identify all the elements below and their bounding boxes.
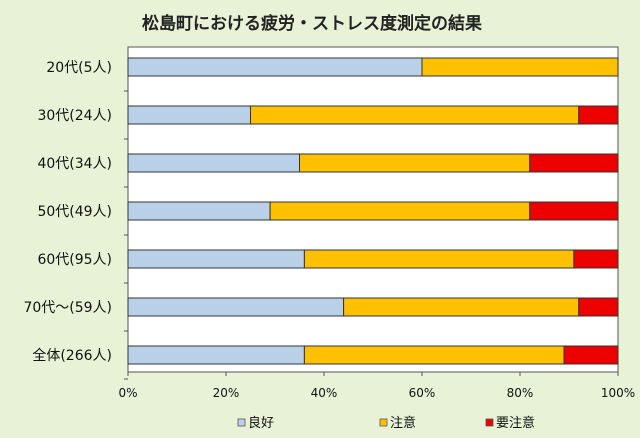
bar-segment-2-2	[529, 153, 619, 173]
x-tick-label-0: 0%	[118, 386, 137, 400]
bar-segment-0-4	[127, 249, 305, 269]
bars-group	[127, 46, 619, 373]
legend-label-0: 良好	[248, 415, 274, 431]
x-tick-label-4: 80%	[507, 386, 534, 400]
bar-segment-0-6	[127, 345, 305, 365]
bar-segment-0-0	[127, 57, 423, 77]
bar-segment-0-2	[127, 153, 300, 173]
legend: 良好 注意 要注意	[237, 415, 535, 431]
bar-segment-2-3	[529, 201, 619, 221]
x-tick-label-1: 20%	[213, 386, 240, 400]
category-label-4: 60代(95人)	[37, 252, 112, 268]
bar-segment-0-5	[127, 297, 345, 317]
bar-segment-1-1	[250, 105, 580, 125]
category-label-1: 30代(24人)	[37, 108, 112, 124]
category-label-6: 全体(266人)	[32, 347, 112, 364]
bar-segment-2-1	[578, 105, 619, 125]
bar-segment-1-0	[421, 57, 619, 77]
bar-segment-1-6	[303, 345, 565, 365]
legend-swatch-2	[485, 418, 494, 427]
category-label-2: 40代(34人)	[37, 156, 112, 172]
bar-segment-1-3	[269, 201, 531, 221]
bar-segment-2-4	[573, 249, 619, 269]
category-label-0: 20代(5人)	[46, 60, 112, 76]
legend-swatch-1	[379, 418, 388, 427]
category-label-3: 50代(49人)	[37, 204, 112, 220]
bar-segment-0-1	[127, 105, 251, 125]
bar-segment-1-2	[299, 153, 531, 173]
bar-segment-1-4	[303, 249, 575, 269]
bar-segment-0-3	[127, 201, 271, 221]
x-tick-label-5: 100%	[601, 386, 635, 400]
chart-title: 松島町における疲労・ストレス度測定の結果	[142, 13, 482, 34]
legend-label-2: 要注意	[496, 415, 535, 431]
category-labels: 20代(5人) 30代(24人) 40代(34人) 50代(49人) 60代(95人) 7…	[23, 60, 112, 364]
bar-segment-2-5	[578, 297, 619, 317]
x-tick-label-2: 40%	[311, 386, 338, 400]
x-tick-label-3: 60%	[409, 386, 436, 400]
category-label-5: 70代～(59人)	[23, 300, 112, 316]
bar-segment-2-6	[563, 345, 619, 365]
x-axis: 0% 20% 40% 60% 80% 100%	[118, 90, 635, 400]
legend-label-1: 注意	[390, 415, 416, 431]
bar-segment-1-5	[343, 297, 580, 317]
legend-swatch-0	[237, 418, 246, 427]
